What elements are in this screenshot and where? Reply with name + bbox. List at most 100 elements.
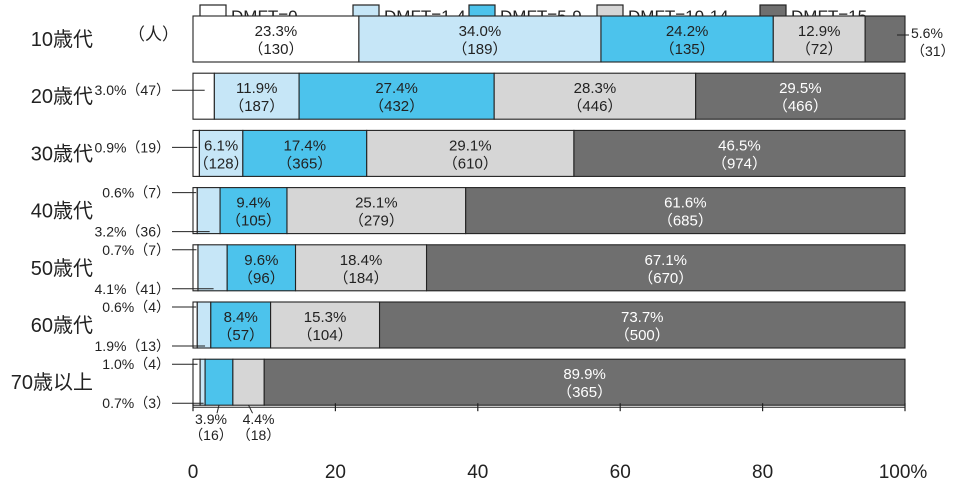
data-label: （31） [911, 43, 955, 59]
data-label: 29.5% [779, 80, 822, 97]
leader-line [216, 405, 220, 414]
bar-segment [192, 15, 360, 63]
data-label: 89.9% [563, 366, 606, 383]
data-label: 3.0%（47） [95, 82, 170, 98]
bar-segment [263, 358, 906, 406]
data-label: （16） [189, 427, 233, 443]
data-label: 0.6%（4） [102, 299, 170, 315]
bar-segment [294, 244, 428, 292]
bar-segment [232, 358, 265, 406]
data-label: 3.9% [195, 411, 227, 427]
bar-segment [196, 301, 212, 349]
category-label: 40歳代 [31, 200, 93, 223]
bar-segment [197, 244, 228, 292]
x-tick-label: 0 [188, 462, 199, 483]
bar-segment [192, 358, 201, 406]
data-label: （365） [277, 155, 332, 172]
x-tick-label: 20 [325, 462, 346, 483]
data-label: （184） [334, 270, 389, 287]
data-label: （500） [615, 327, 670, 344]
data-label: 15.3% [304, 309, 347, 326]
data-label: 67.1% [644, 252, 687, 269]
bar-segment [242, 129, 368, 177]
data-label: （432） [369, 98, 424, 115]
bar-segment [298, 72, 495, 120]
data-labels: 23.3%（130） 34.0%（189） 24.2%（135） 12.9%（72） 5… [95, 23, 955, 443]
data-label: 12.9% [798, 23, 841, 40]
category-axis: 10歳代 20歳代 30歳代 40歳代 50歳代 60歳代 70歳以上 [11, 28, 93, 394]
data-label: （670） [638, 270, 693, 287]
data-label: 4.1%（41） [95, 281, 170, 297]
bar-segment [204, 358, 234, 406]
data-label: （446） [567, 98, 622, 115]
data-label: （72） [796, 41, 843, 58]
data-label: 0.7%（3） [102, 395, 170, 411]
data-label: （685） [658, 213, 713, 230]
data-label: （974） [712, 155, 767, 172]
x-axis: 0 20 40 60 80 100% [188, 403, 927, 483]
data-label: （189） [452, 41, 507, 58]
bar-segment [192, 72, 215, 120]
bar-segment [213, 72, 300, 120]
category-label: 10歳代 [31, 28, 93, 51]
category-label: 60歳代 [31, 314, 93, 337]
category-label: 20歳代 [31, 85, 93, 108]
data-label: 23.3% [255, 23, 298, 40]
bar-segment [493, 72, 697, 120]
bar-segment [465, 187, 906, 235]
data-label: 25.1% [355, 195, 398, 212]
x-tick-label: 60 [610, 462, 631, 483]
category-label: 30歳代 [31, 142, 93, 165]
data-label: 4.4% [243, 411, 275, 427]
data-label: 46.5% [718, 137, 761, 154]
data-label: 28.3% [574, 80, 617, 97]
data-label: （105） [226, 213, 281, 230]
bar-segment [196, 187, 221, 235]
data-label: 11.9% [236, 80, 277, 97]
bar-segment [366, 129, 575, 177]
data-label: 9.4% [236, 195, 270, 212]
data-label: 6.1% [204, 137, 238, 154]
data-label: 17.4% [284, 137, 327, 154]
data-label: 1.9%（13） [95, 338, 170, 354]
data-label: （57） [217, 327, 264, 344]
data-label: 9.6% [244, 252, 278, 269]
bar-segment [199, 358, 206, 406]
bar-segment [573, 129, 906, 177]
x-tick-label: 40 [467, 462, 488, 483]
data-label: 29.1% [449, 137, 492, 154]
data-label: 18.4% [340, 252, 383, 269]
data-label: 0.7%（7） [102, 242, 170, 258]
bar-segment [425, 244, 906, 292]
bar-segment [192, 301, 198, 349]
data-label: 24.2% [666, 23, 709, 40]
category-label: 50歳代 [31, 257, 93, 280]
category-label: 70歳以上 [11, 371, 93, 394]
data-label: 0.6%（7） [102, 185, 170, 201]
bar-segment [695, 72, 906, 120]
data-label: （96） [238, 270, 285, 287]
data-label: 0.9%（19） [95, 139, 170, 155]
bar-segment [600, 15, 774, 63]
leader-line [248, 404, 253, 414]
data-label: （130） [248, 41, 303, 58]
bar-segment [192, 244, 199, 292]
bar-segment [210, 301, 272, 349]
bar-segment [286, 187, 467, 235]
data-label: 8.4% [224, 309, 258, 326]
data-label: 34.0% [459, 23, 502, 40]
data-label: 27.4% [375, 80, 418, 97]
bar-segment [772, 15, 866, 63]
bar-segment [864, 15, 906, 63]
data-label: （128） [194, 155, 249, 172]
data-label: （365） [557, 384, 612, 401]
data-label: 61.6% [664, 195, 707, 212]
data-label: 3.2%（36） [95, 224, 170, 240]
data-label: 5.6% [911, 25, 943, 41]
bars [192, 15, 906, 406]
data-label: （187） [229, 98, 284, 115]
unit-label: （人） [128, 25, 179, 44]
data-label: 1.0%（4） [102, 356, 170, 372]
data-label: （104） [298, 327, 353, 344]
